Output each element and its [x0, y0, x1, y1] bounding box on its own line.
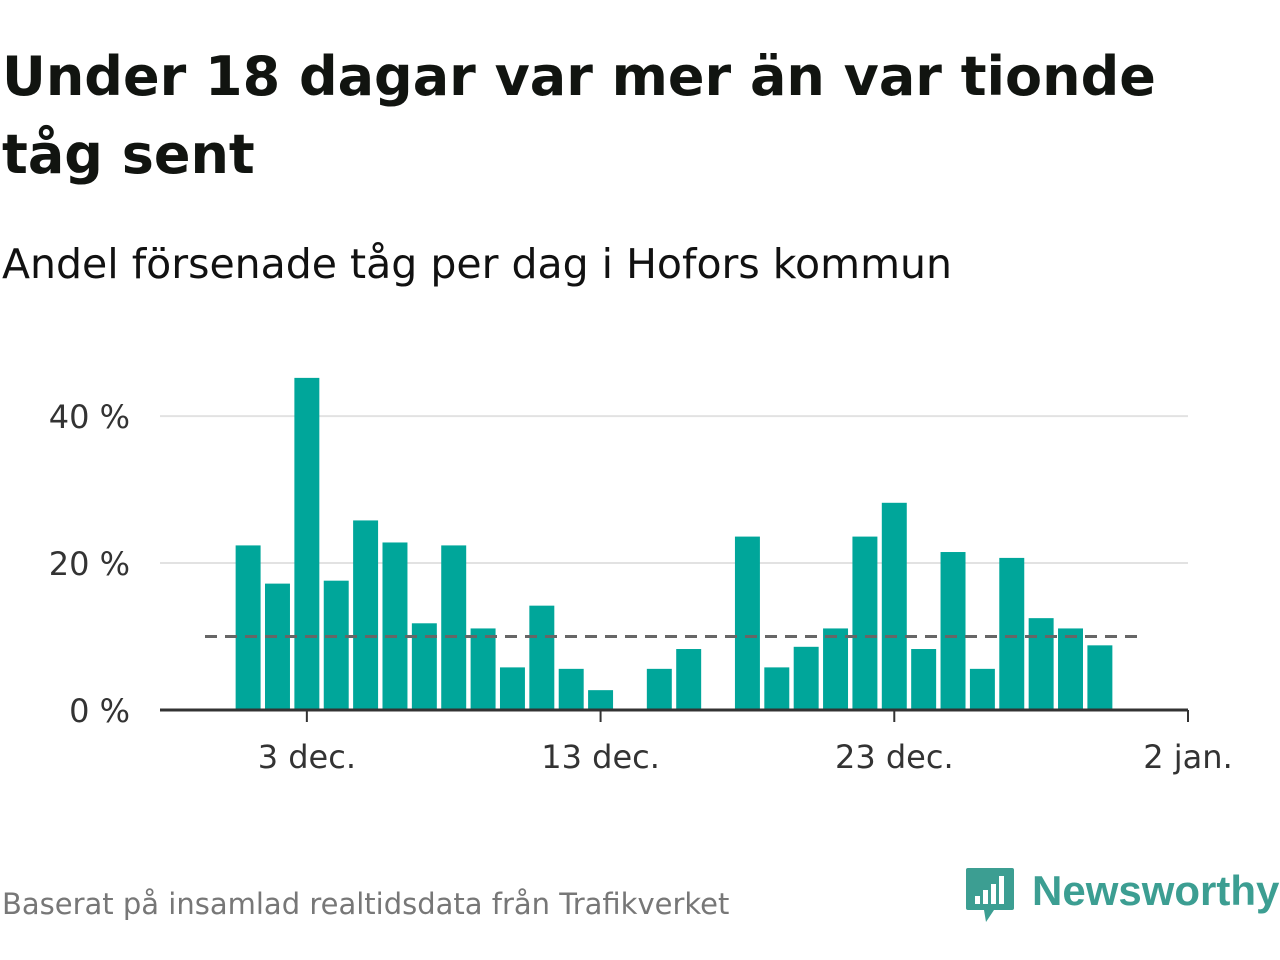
bar: [823, 628, 849, 710]
bar: [235, 545, 261, 710]
bar: [265, 583, 290, 710]
logo-bar-3: [991, 884, 996, 904]
bar: [940, 552, 966, 710]
x-tick-label: 3 dec.: [258, 738, 356, 776]
bar: [852, 536, 878, 710]
bar: [1087, 645, 1113, 710]
bar-chart: 0 % 20 % 40 % 3 dec. 13 dec. 23 dec. 2 jan.: [49, 377, 1233, 776]
bar: [1028, 618, 1054, 710]
bar: [676, 649, 702, 710]
bar: [470, 628, 496, 710]
y-tick-label: 40 %: [49, 398, 130, 436]
bar: [734, 536, 760, 710]
source-note: Baserat på insamlad realtidsdata från Tr…: [2, 887, 730, 921]
bar: [353, 520, 379, 710]
newsworthy-logo-icon: [966, 868, 1014, 922]
logo-speech-bubble: [966, 868, 1014, 922]
bars: [235, 377, 1113, 710]
x-tick-label: 2 jan.: [1143, 738, 1232, 776]
chart-title: Under 18 dagar var mer än var tionde tåg…: [2, 45, 1156, 186]
brand-name: Newsworthy: [1032, 867, 1280, 914]
y-tick-label: 0 %: [69, 692, 130, 730]
chart-subtitle: Andel försenade tåg per dag i Hofors kom…: [2, 240, 952, 288]
y-tick-label: 20 %: [49, 545, 130, 583]
x-tick-label: 13 dec.: [541, 738, 660, 776]
bar: [793, 646, 819, 710]
y-axis-ticks: 0 % 20 % 40 %: [49, 398, 130, 730]
x-tick-label: 23 dec.: [835, 738, 954, 776]
logo-bar-2: [983, 890, 988, 904]
bar: [764, 667, 790, 710]
bar: [294, 377, 320, 710]
bar: [441, 545, 467, 710]
newsworthy-brand[interactable]: Newsworthy: [964, 864, 1280, 928]
bar: [323, 580, 349, 710]
bar: [911, 649, 937, 710]
bar: [529, 605, 555, 710]
bar: [1058, 628, 1083, 710]
logo-bar-4: [999, 876, 1004, 904]
bar: [646, 668, 672, 710]
bar: [382, 542, 408, 710]
bar: [558, 668, 584, 710]
logo-bar-1: [975, 896, 980, 904]
bar: [999, 557, 1025, 710]
bar: [588, 690, 614, 710]
bar: [499, 667, 525, 710]
bar: [881, 502, 907, 710]
bar: [969, 668, 995, 710]
x-axis-ticks: 3 dec. 13 dec. 23 dec. 2 jan.: [258, 710, 1233, 776]
